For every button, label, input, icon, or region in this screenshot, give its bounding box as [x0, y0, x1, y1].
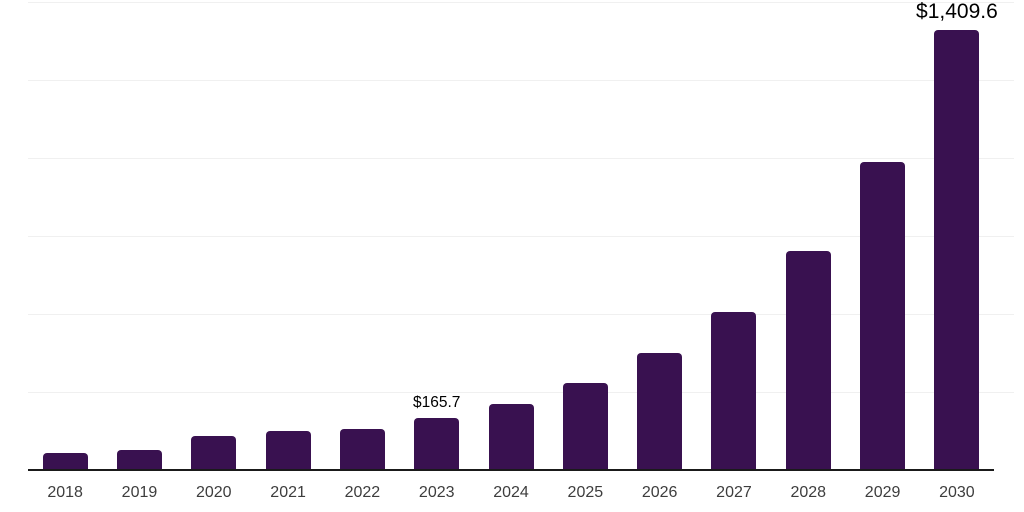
x-tick-label-2024: 2024 — [493, 484, 529, 501]
bar-2018 — [42, 452, 88, 470]
x-tick-label-2023: 2023 — [418, 484, 455, 501]
bar-slot-2023: $165.7 — [400, 2, 474, 470]
gridline-750 — [28, 236, 1014, 237]
bar-2024 — [488, 403, 534, 470]
bar-2019 — [116, 450, 162, 470]
bar-2029 — [860, 161, 906, 470]
bar-slot-2028 — [771, 2, 845, 470]
x-tick-label-2027: 2027 — [716, 484, 752, 501]
bar-2026 — [637, 353, 683, 470]
bar-value-label-2030: $1,409.6 — [916, 0, 998, 24]
bar-slot-2020 — [177, 2, 251, 470]
x-tick-label-2022: 2022 — [344, 484, 381, 501]
bar-2027 — [711, 312, 757, 470]
bar-slot-2026 — [623, 2, 697, 470]
bar-2028 — [785, 250, 831, 470]
bar-2021 — [265, 431, 311, 470]
gridline-1500 — [28, 2, 1014, 3]
x-axis-line — [28, 469, 994, 471]
x-tick-label-2028: 2028 — [790, 484, 827, 501]
x-tick-label-2030: 2030 — [939, 484, 975, 501]
x-tick-label-2025: 2025 — [567, 484, 604, 501]
gridline-1000 — [28, 158, 1014, 159]
bar-2030 — [934, 30, 980, 470]
gridline-250 — [28, 392, 1014, 393]
bar-slot-2022 — [325, 2, 399, 470]
bar-slot-2018 — [28, 2, 102, 470]
bar-slot-2019 — [102, 2, 176, 470]
bar-value-label-2023: $165.7 — [413, 394, 461, 412]
x-tick-label-2020: 2020 — [195, 484, 232, 501]
bar-slot-2027 — [697, 2, 771, 470]
x-tick-label-2029: 2029 — [864, 484, 901, 501]
bar-slot-2030: $1,409.6 — [916, 0, 998, 470]
plot-area: $165.7 $1,409.6 — [28, 0, 1014, 471]
bar-2020 — [191, 435, 237, 470]
bar-2022 — [339, 429, 385, 470]
gridline-500 — [28, 314, 1014, 315]
bar-slot-2024 — [474, 2, 548, 470]
bar-2023 — [414, 418, 460, 470]
x-tick-label-2018: 2018 — [47, 484, 83, 501]
bar-slot-2025 — [548, 2, 622, 470]
x-tick-label-2021: 2021 — [270, 484, 306, 501]
x-tick-label-2026: 2026 — [641, 484, 678, 501]
bar-2025 — [562, 382, 608, 470]
bars-row: $165.7 $1,409.6 — [28, 0, 998, 470]
x-axis-tick-labels: 2018 2019 2020 2021 2022 2023 2024 2025 2026 2027… — [28, 484, 994, 502]
bar-slot-2029 — [845, 2, 919, 470]
bar-slot-2021 — [251, 2, 325, 470]
x-tick-label-2019: 2019 — [121, 484, 158, 501]
gridline-1250 — [28, 80, 1014, 81]
